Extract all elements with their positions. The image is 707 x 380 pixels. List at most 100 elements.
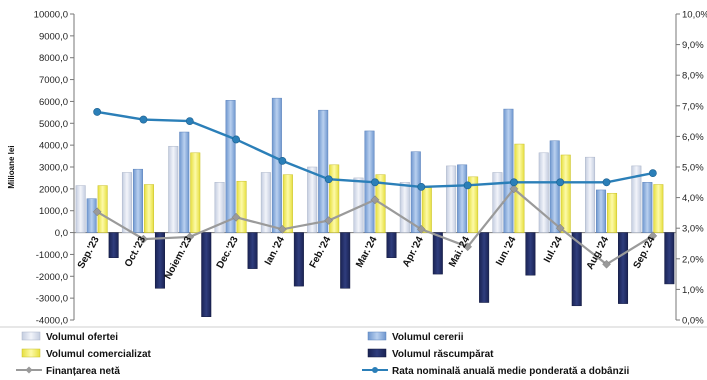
point-finantarea-neta-7 bbox=[416, 224, 426, 234]
bar-volumul-r-scump-rat-10 bbox=[571, 232, 582, 307]
bar-volumul-r-scump-rat-11 bbox=[618, 232, 629, 304]
bar-volumul-comercializat-12 bbox=[653, 184, 664, 233]
bar-volumul-ofertei-2 bbox=[168, 145, 179, 233]
bar-volumul-comercializat-0 bbox=[97, 185, 108, 233]
y-tick-label: -4000,0 bbox=[36, 316, 68, 327]
bar-volumul-ofertei-10 bbox=[538, 152, 549, 233]
bar-volumul-cererii-4 bbox=[271, 97, 282, 233]
bar-volumul-cererii-2 bbox=[179, 131, 190, 233]
legend-swatch-volumul-cererii bbox=[367, 331, 387, 341]
y2-tick-label: 3,0% bbox=[682, 224, 704, 235]
bar-volumul-r-scump-rat-1 bbox=[154, 232, 165, 289]
point-rata-dobanzii-5 bbox=[324, 175, 333, 184]
category-label-5: Feb.'24 bbox=[308, 234, 334, 270]
legend-label-volumul-cererii: Volumul cererii bbox=[392, 332, 464, 343]
bar-volumul-comercializat-8 bbox=[468, 176, 479, 233]
y-tick-label: 2000,0 bbox=[39, 184, 68, 195]
bar-volumul-r-scump-rat-3 bbox=[247, 232, 258, 269]
bar-volumul-comercializat-3 bbox=[236, 180, 247, 233]
y-tick-label: 4000,0 bbox=[39, 141, 68, 152]
bar-volumul-r-scump-rat-4 bbox=[293, 232, 304, 287]
y-tick-label: 7000,0 bbox=[39, 75, 68, 86]
y-tick-label: 6000,0 bbox=[39, 97, 68, 108]
bar-volumul-r-scump-rat-2 bbox=[201, 232, 212, 317]
point-finantarea-neta-4 bbox=[278, 224, 287, 234]
bar-volumul-comercializat-1 bbox=[143, 184, 154, 233]
y-tick-label: 10000,0 bbox=[34, 10, 68, 21]
y-tick-label: 3000,0 bbox=[39, 163, 68, 174]
legend-label-volumul-comercializat: Volumul comercializat bbox=[46, 349, 152, 360]
y2-tick-label: 4,0% bbox=[682, 193, 704, 204]
bar-volumul-r-scump-rat-12 bbox=[664, 232, 675, 285]
y2-tick-label: 5,0% bbox=[682, 163, 704, 174]
bar-volumul-comercializat-5 bbox=[329, 164, 340, 233]
y2-tick-label: 0,0% bbox=[682, 316, 704, 327]
point-rata-dobanzii-7 bbox=[417, 182, 426, 191]
bar-volumul-r-scump-rat-6 bbox=[386, 232, 397, 258]
point-rata-dobanzii-8 bbox=[463, 181, 472, 190]
y-tick-label: 0,0 bbox=[55, 228, 68, 239]
y-tick-label: -3000,0 bbox=[36, 294, 68, 305]
bar-volumul-ofertei-5 bbox=[307, 166, 318, 233]
bar-volumul-cererii-7 bbox=[410, 151, 421, 233]
point-rata-dobanzii-2 bbox=[185, 117, 194, 125]
point-rata-dobanzii-9 bbox=[510, 178, 518, 187]
point-rata-dobanzii-6 bbox=[371, 178, 379, 187]
bar-volumul-ofertei-3 bbox=[214, 182, 225, 233]
legend-swatch-volumul-r-scump-rat bbox=[367, 348, 387, 358]
bar-volumul-comercializat-11 bbox=[607, 192, 618, 233]
point-finantarea-neta-2 bbox=[185, 232, 195, 242]
point-rata-dobanzii-11 bbox=[602, 178, 611, 187]
bar-volumul-ofertei-1 bbox=[121, 172, 132, 233]
legend-marker-rata-nominal-anual-medie-ponderat-a-dob-nzii bbox=[372, 367, 378, 373]
bar-volumul-ofertei-8 bbox=[446, 165, 457, 233]
legend-marker-finan-area-net- bbox=[25, 366, 33, 374]
point-rata-dobanzii-10 bbox=[556, 178, 565, 187]
y-tick-label: -1000,0 bbox=[36, 250, 68, 261]
point-rata-dobanzii-3 bbox=[232, 135, 240, 144]
bar-volumul-cererii-9 bbox=[503, 108, 514, 233]
bar-volumul-comercializat-4 bbox=[282, 174, 293, 233]
bar-volumul-r-scump-rat-5 bbox=[340, 232, 351, 289]
point-rata-dobanzii-1 bbox=[139, 115, 148, 124]
point-finantarea-neta-9 bbox=[509, 184, 519, 194]
legend-label-finan-area-net-: Finanțarea netă bbox=[46, 366, 120, 377]
point-finantarea-neta-3 bbox=[231, 212, 241, 222]
y-tick-label: -2000,0 bbox=[36, 272, 68, 283]
bars bbox=[75, 97, 675, 317]
point-finantarea-neta-0 bbox=[92, 207, 102, 217]
y2-tick-label: 10,0% bbox=[682, 10, 707, 21]
category-label-12: Sep.'24 bbox=[632, 234, 658, 270]
point-finantarea-neta-6 bbox=[370, 195, 380, 205]
point-finantarea-neta-1 bbox=[139, 234, 148, 244]
point-rata-dobanzii-4 bbox=[278, 156, 287, 165]
bar-volumul-r-scump-rat-7 bbox=[432, 232, 443, 275]
legend-swatch-volumul-comercializat bbox=[21, 348, 41, 358]
bar-volumul-ofertei-11 bbox=[585, 156, 596, 233]
category-label-9: Iun.'24 bbox=[494, 234, 519, 267]
y2-tick-label: 8,0% bbox=[682, 71, 704, 82]
bar-volumul-cererii-5 bbox=[318, 109, 329, 233]
point-finantarea-neta-12 bbox=[648, 231, 658, 241]
y2-tick-label: 6,0% bbox=[682, 132, 704, 143]
y2-tick-label: 2,0% bbox=[682, 254, 704, 265]
bar-volumul-ofertei-7 bbox=[399, 182, 410, 233]
legend-label-volumul-r-scump-rat: Volumul răscumpărat bbox=[392, 349, 494, 360]
bar-volumul-comercializat-2 bbox=[190, 152, 201, 233]
bar-volumul-ofertei-12 bbox=[631, 165, 642, 233]
category-label-6: Mar.'24 bbox=[354, 234, 380, 269]
y-tick-label: 5000,0 bbox=[39, 119, 68, 130]
y-tick-label: 9000,0 bbox=[39, 31, 68, 42]
bar-volumul-r-scump-rat-8 bbox=[479, 232, 490, 303]
bar-volumul-cererii-10 bbox=[549, 140, 560, 233]
y2-tick-label: 1,0% bbox=[682, 285, 704, 296]
bar-volumul-cererii-12 bbox=[642, 182, 653, 233]
bar-volumul-comercializat-10 bbox=[560, 154, 571, 233]
y-tick-label: 8000,0 bbox=[39, 53, 68, 64]
bar-volumul-ofertei-0 bbox=[75, 185, 86, 233]
bar-volumul-r-scump-rat-9 bbox=[525, 232, 536, 276]
y2-tick-label: 7,0% bbox=[682, 101, 704, 112]
y-axis-label: Milioane lei bbox=[7, 145, 16, 188]
y-tick-label: 1000,0 bbox=[39, 206, 68, 217]
bar-volumul-r-scump-rat-0 bbox=[108, 232, 119, 258]
